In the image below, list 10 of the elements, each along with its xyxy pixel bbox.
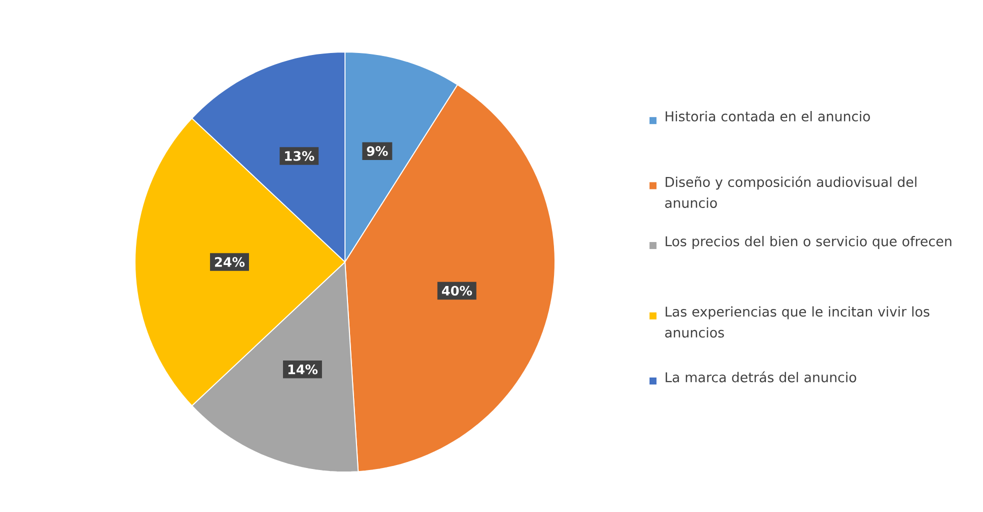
legend-label: Las experiencias que le incitan vivir los anuncios — [665, 306, 930, 338]
data-label: 24% — [215, 257, 245, 267]
legend-label: La marca detrás del anuncio — [666, 371, 856, 382]
data-label: 40% — [442, 286, 472, 296]
legend-label: Diseño y composición audiovisual del anuncio — [665, 176, 916, 208]
data-label: 14% — [288, 364, 318, 374]
data-label: 9% — [366, 146, 388, 156]
data-label: 13% — [285, 151, 314, 161]
legend-label: Los precios del bien o servicio que ofrecen — [666, 236, 952, 249]
legend-label: Historia contada en el anuncio — [666, 110, 870, 122]
